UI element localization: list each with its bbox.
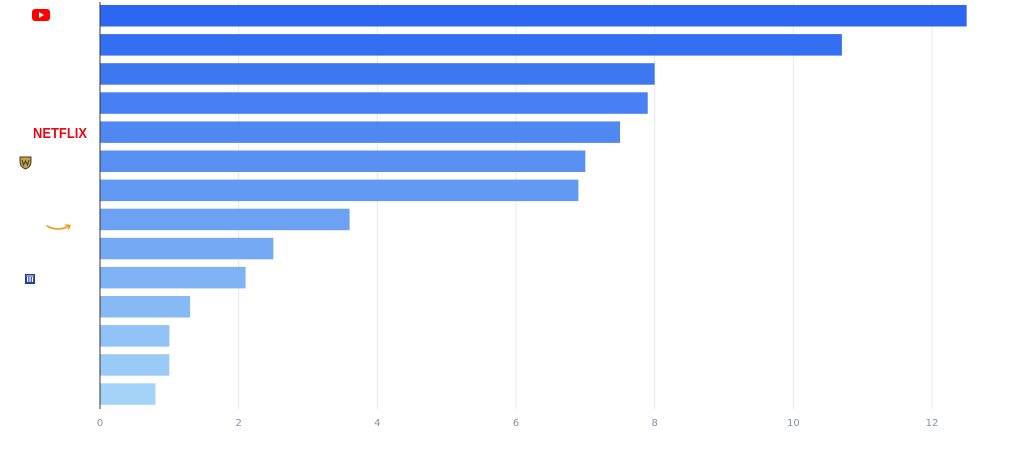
netflix-logo-icon: NETFLIX: [33, 125, 87, 142]
warner-bros-logo-icon: [19, 156, 32, 170]
bar: [100, 237, 274, 260]
youtube-logo-icon: [32, 9, 50, 21]
bar: [100, 121, 620, 143]
row-logos: NETFLIX: [19, 9, 87, 284]
gridlines: [238, 2, 933, 409]
x-tick-label: 8: [651, 418, 657, 429]
bar: [100, 179, 579, 202]
x-axis-ticks: 0 2 4 6 8 10 12: [97, 418, 939, 429]
bar: [100, 325, 170, 347]
bar: [100, 5, 967, 27]
x-tick-label: 6: [513, 418, 519, 429]
bar: [100, 92, 648, 114]
bar: [100, 296, 191, 318]
x-tick-label: 10: [787, 418, 800, 429]
amazon-logo-icon: [46, 224, 72, 230]
bars: [100, 5, 967, 405]
bar: [100, 150, 586, 172]
bank-logo-icon: [25, 274, 35, 284]
bar: [100, 63, 655, 85]
bar: [100, 34, 842, 56]
x-tick-label: 12: [926, 418, 939, 429]
x-tick-label: 0: [97, 418, 103, 429]
bar: [100, 383, 156, 405]
bar: [100, 354, 170, 376]
bar: [100, 266, 246, 289]
x-tick-label: 4: [374, 418, 380, 429]
x-tick-label: 2: [235, 418, 241, 429]
bar: [100, 208, 350, 231]
